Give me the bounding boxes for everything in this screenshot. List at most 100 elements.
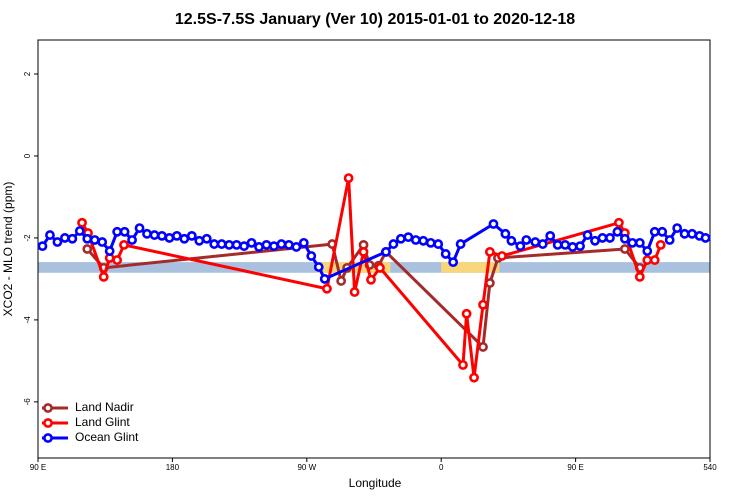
x-tick-label: 180	[166, 463, 180, 472]
data-point	[448, 257, 459, 268]
data-point	[687, 228, 697, 239]
data-point	[469, 372, 479, 383]
data-point	[484, 246, 495, 257]
data-point	[461, 308, 472, 319]
data-point	[560, 240, 571, 250]
data-point	[142, 228, 152, 239]
x-tick-label: 90 W	[297, 463, 316, 472]
data-point	[239, 241, 249, 252]
data-point	[157, 230, 167, 241]
data-point	[269, 241, 279, 252]
data-point	[497, 251, 507, 261]
data-point	[291, 242, 302, 252]
data-point	[545, 230, 556, 241]
data-point	[575, 241, 585, 252]
data-point	[605, 233, 615, 243]
data-point	[530, 237, 541, 247]
y-tick-label: -4	[23, 316, 32, 324]
y-tick-label: 0	[23, 153, 32, 158]
data-point	[127, 235, 137, 245]
data-point	[112, 226, 123, 237]
data-point	[455, 239, 466, 249]
data-point	[306, 251, 317, 261]
chart-title: 12.5S-7.5S January (Ver 10) 2015-01-01 t…	[175, 11, 575, 28]
legend-label: Land Glint	[75, 415, 130, 429]
data-point	[634, 237, 645, 248]
y-tick-label: -6	[23, 398, 32, 406]
data-point	[500, 228, 511, 239]
data-point	[488, 219, 499, 229]
data-point	[209, 239, 220, 249]
data-point	[418, 235, 429, 246]
data-point	[410, 235, 421, 245]
data-point	[552, 240, 563, 250]
data-point	[336, 276, 347, 286]
x-tick-label: 540	[703, 463, 717, 472]
data-point	[59, 233, 70, 243]
legend-marker	[43, 403, 53, 413]
data-point	[649, 255, 660, 265]
data-point	[224, 240, 235, 250]
data-point	[664, 235, 675, 245]
data-point	[119, 226, 130, 237]
data-point	[366, 274, 376, 285]
data-point	[612, 226, 623, 237]
data-point	[67, 233, 78, 244]
y-tick-label: -2	[23, 234, 32, 242]
data-point	[458, 360, 468, 370]
data-point	[582, 230, 593, 240]
data-point	[381, 246, 391, 257]
data-point	[119, 240, 129, 250]
data-point	[349, 287, 360, 297]
data-point	[679, 228, 690, 239]
data-point	[231, 240, 242, 250]
data-point	[104, 246, 115, 256]
data-point	[283, 240, 294, 250]
data-point	[478, 342, 488, 352]
data-point	[567, 242, 578, 252]
data-point	[89, 235, 100, 245]
data-point	[149, 230, 160, 240]
plot-frame	[37, 39, 711, 459]
x-tick-label: 0	[439, 463, 444, 472]
data-point	[358, 246, 369, 257]
data-point	[82, 244, 93, 254]
data-point	[77, 217, 87, 228]
data-point	[186, 230, 197, 241]
data-point	[642, 246, 653, 256]
data-point	[649, 226, 660, 237]
data-point	[343, 173, 354, 184]
series-line	[86, 242, 641, 349]
data-point	[597, 233, 608, 243]
data-point	[98, 271, 109, 282]
data-point	[52, 237, 63, 247]
data-point	[433, 239, 444, 249]
data-point	[627, 237, 638, 248]
data-point	[375, 262, 385, 273]
data-point	[440, 249, 451, 259]
data-point	[657, 226, 668, 237]
data-point	[74, 226, 85, 236]
data-point	[619, 233, 630, 244]
data-point	[194, 235, 205, 246]
land-highlight	[441, 262, 500, 273]
data-point	[506, 235, 517, 246]
data-point	[171, 230, 182, 241]
data-point	[619, 244, 630, 254]
data-point	[590, 235, 600, 246]
data-point	[655, 240, 666, 250]
data-point	[276, 239, 287, 249]
x-tick-label: 90 E	[567, 463, 583, 472]
data-point	[179, 233, 190, 244]
data-point	[97, 237, 108, 247]
data-point	[388, 239, 399, 249]
data-point	[395, 233, 406, 244]
data-point	[515, 241, 526, 252]
data-point	[246, 237, 257, 248]
data-point	[82, 233, 93, 244]
data-point	[521, 235, 532, 245]
legend-marker	[43, 433, 53, 443]
data-point	[425, 237, 436, 248]
data-point	[537, 239, 548, 249]
